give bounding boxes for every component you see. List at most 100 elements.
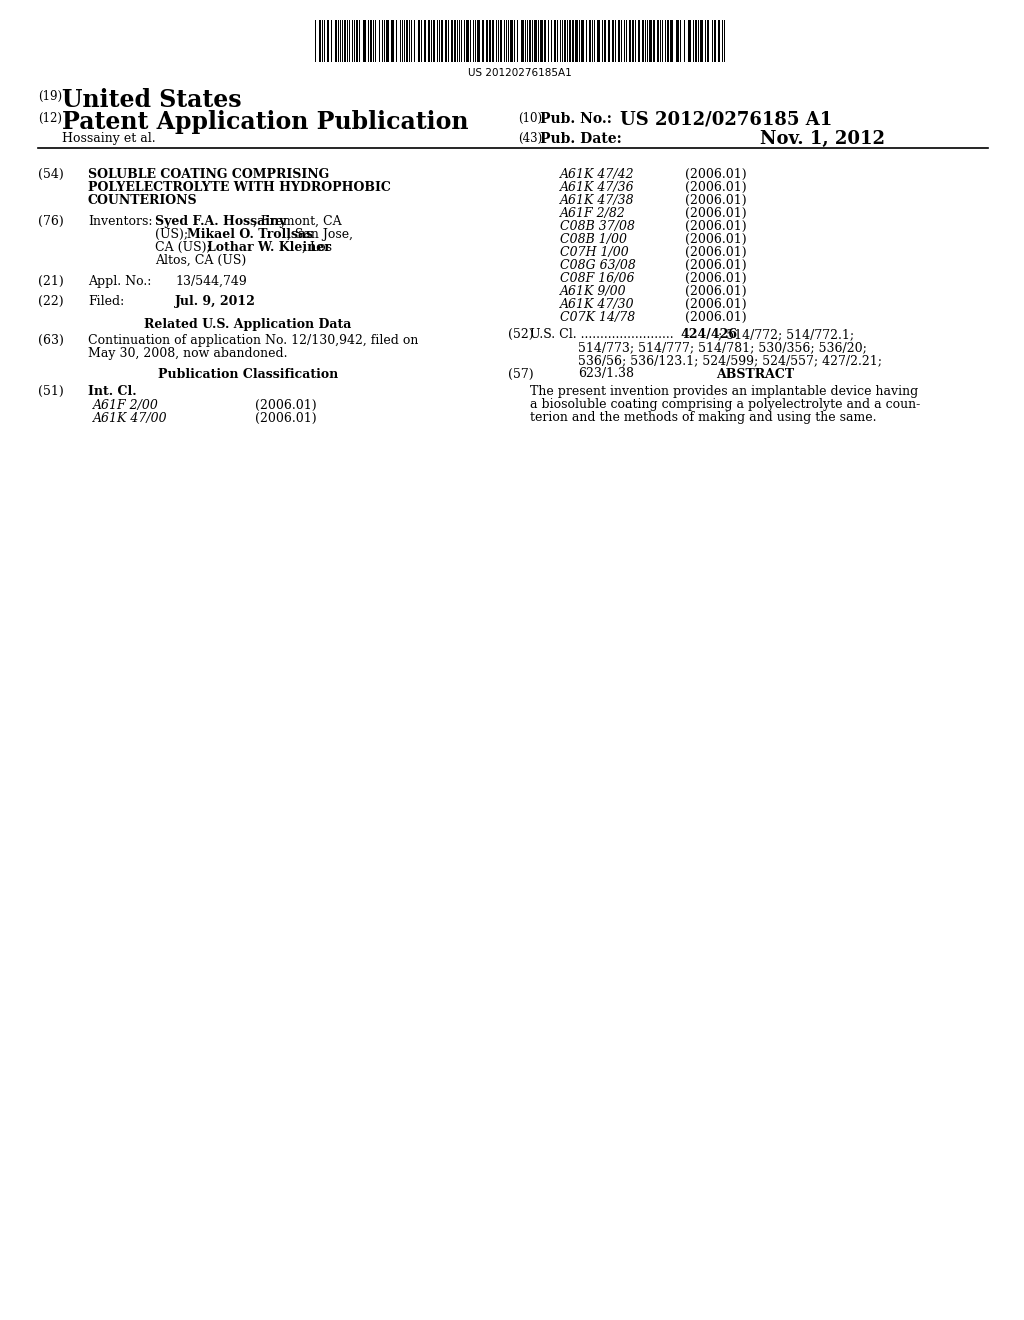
Text: C08B 1/00: C08B 1/00 xyxy=(560,234,627,246)
Text: Syed F.A. Hossainy: Syed F.A. Hossainy xyxy=(155,215,287,228)
Bar xyxy=(492,20,494,62)
Bar xyxy=(572,20,574,62)
Text: C08G 63/08: C08G 63/08 xyxy=(560,259,636,272)
Text: The present invention provides an implantable device having: The present invention provides an implan… xyxy=(530,385,919,399)
Text: 623/1.38: 623/1.38 xyxy=(578,367,634,380)
Text: (2006.01): (2006.01) xyxy=(685,285,746,298)
Bar xyxy=(489,20,490,62)
Text: (43): (43) xyxy=(518,132,543,145)
Bar xyxy=(486,20,488,62)
Bar xyxy=(335,20,337,62)
Bar xyxy=(428,20,430,62)
Bar xyxy=(688,20,691,62)
Bar xyxy=(667,20,669,62)
Bar xyxy=(445,20,447,62)
Text: , San Jose,: , San Jose, xyxy=(287,228,353,242)
Text: (52): (52) xyxy=(508,327,534,341)
Text: , Los: , Los xyxy=(302,242,332,253)
Bar xyxy=(629,20,631,62)
Text: US 2012/0276185 A1: US 2012/0276185 A1 xyxy=(620,110,833,128)
Bar xyxy=(540,20,543,62)
Bar xyxy=(638,20,640,62)
Text: (2006.01): (2006.01) xyxy=(685,168,746,181)
Text: (2006.01): (2006.01) xyxy=(255,399,316,412)
Text: United States: United States xyxy=(62,88,242,112)
Bar xyxy=(418,20,420,62)
Text: A61K 47/38: A61K 47/38 xyxy=(560,194,635,207)
Text: POLYELECTROLYTE WITH HYDROPHOBIC: POLYELECTROLYTE WITH HYDROPHOBIC xyxy=(88,181,391,194)
Bar xyxy=(608,20,610,62)
Text: (63): (63) xyxy=(38,334,63,347)
Text: C08F 16/06: C08F 16/06 xyxy=(560,272,635,285)
Text: (2006.01): (2006.01) xyxy=(685,181,746,194)
Text: 536/56; 536/123.1; 524/599; 524/557; 427/2.21;: 536/56; 536/123.1; 524/599; 524/557; 427… xyxy=(578,354,882,367)
Text: ; 514/772; 514/772.1;: ; 514/772; 514/772.1; xyxy=(718,327,854,341)
Bar xyxy=(466,20,469,62)
Text: (2006.01): (2006.01) xyxy=(685,312,746,323)
Text: (2006.01): (2006.01) xyxy=(255,412,316,425)
Bar xyxy=(676,20,679,62)
Bar xyxy=(718,20,720,62)
Text: Nov. 1, 2012: Nov. 1, 2012 xyxy=(760,129,885,148)
Text: Publication Classification: Publication Classification xyxy=(158,368,338,381)
Bar xyxy=(424,20,426,62)
Text: Hossainy et al.: Hossainy et al. xyxy=(62,132,156,145)
Bar xyxy=(597,20,600,62)
Text: C07K 14/78: C07K 14/78 xyxy=(560,312,635,323)
Text: Pub. Date:: Pub. Date: xyxy=(540,132,622,147)
Text: (51): (51) xyxy=(38,385,63,399)
Bar xyxy=(370,20,372,62)
Text: SOLUBLE COATING COMPRISING: SOLUBLE COATING COMPRISING xyxy=(88,168,330,181)
Text: A61K 47/00: A61K 47/00 xyxy=(93,412,168,425)
Text: (2006.01): (2006.01) xyxy=(685,220,746,234)
Text: US 20120276185A1: US 20120276185A1 xyxy=(468,69,571,78)
Bar xyxy=(649,20,652,62)
Bar xyxy=(612,20,614,62)
Bar xyxy=(700,20,703,62)
Text: (2006.01): (2006.01) xyxy=(685,298,746,312)
Bar xyxy=(406,20,408,62)
Text: C08B 37/08: C08B 37/08 xyxy=(560,220,635,234)
Bar xyxy=(477,20,480,62)
Bar xyxy=(564,20,566,62)
Text: (10): (10) xyxy=(518,112,542,125)
Text: U.S. Cl. ........................: U.S. Cl. ........................ xyxy=(530,327,674,341)
Text: (2006.01): (2006.01) xyxy=(685,259,746,272)
Bar xyxy=(589,20,591,62)
Text: Lothar W. Kleiner: Lothar W. Kleiner xyxy=(207,242,331,253)
Text: (2006.01): (2006.01) xyxy=(685,234,746,246)
Text: May 30, 2008, now abandoned.: May 30, 2008, now abandoned. xyxy=(88,347,288,360)
Bar xyxy=(454,20,456,62)
Text: ABSTRACT: ABSTRACT xyxy=(716,368,794,381)
Text: A61F 2/00: A61F 2/00 xyxy=(93,399,159,412)
Bar xyxy=(581,20,584,62)
Bar xyxy=(327,20,329,62)
Text: A61K 9/00: A61K 9/00 xyxy=(560,285,627,298)
Bar xyxy=(510,20,513,62)
Text: 514/773; 514/777; 514/781; 530/356; 536/20;: 514/773; 514/777; 514/781; 530/356; 536/… xyxy=(578,341,867,354)
Bar xyxy=(670,20,673,62)
Bar xyxy=(534,20,537,62)
Text: Mikael O. Trollsas: Mikael O. Trollsas xyxy=(187,228,313,242)
Text: Continuation of application No. 12/130,942, filed on: Continuation of application No. 12/130,9… xyxy=(88,334,419,347)
Text: a biosoluble coating comprising a polyelectrolyte and a coun-: a biosoluble coating comprising a polyel… xyxy=(530,399,921,411)
Text: A61K 47/36: A61K 47/36 xyxy=(560,181,635,194)
Text: (21): (21) xyxy=(38,275,63,288)
Bar xyxy=(391,20,394,62)
Bar xyxy=(386,20,389,62)
Text: Appl. No.:: Appl. No.: xyxy=(88,275,152,288)
Text: (22): (22) xyxy=(38,294,63,308)
Text: (2006.01): (2006.01) xyxy=(685,194,746,207)
Text: COUNTERIONS: COUNTERIONS xyxy=(88,194,198,207)
Bar xyxy=(521,20,524,62)
Text: (12): (12) xyxy=(38,112,62,125)
Bar xyxy=(451,20,453,62)
Bar xyxy=(604,20,606,62)
Bar xyxy=(569,20,571,62)
Text: (54): (54) xyxy=(38,168,63,181)
Text: , Fremont, CA: , Fremont, CA xyxy=(253,215,342,228)
Bar xyxy=(707,20,709,62)
Bar xyxy=(441,20,443,62)
Text: Filed:: Filed: xyxy=(88,294,124,308)
Text: (2006.01): (2006.01) xyxy=(685,246,746,259)
